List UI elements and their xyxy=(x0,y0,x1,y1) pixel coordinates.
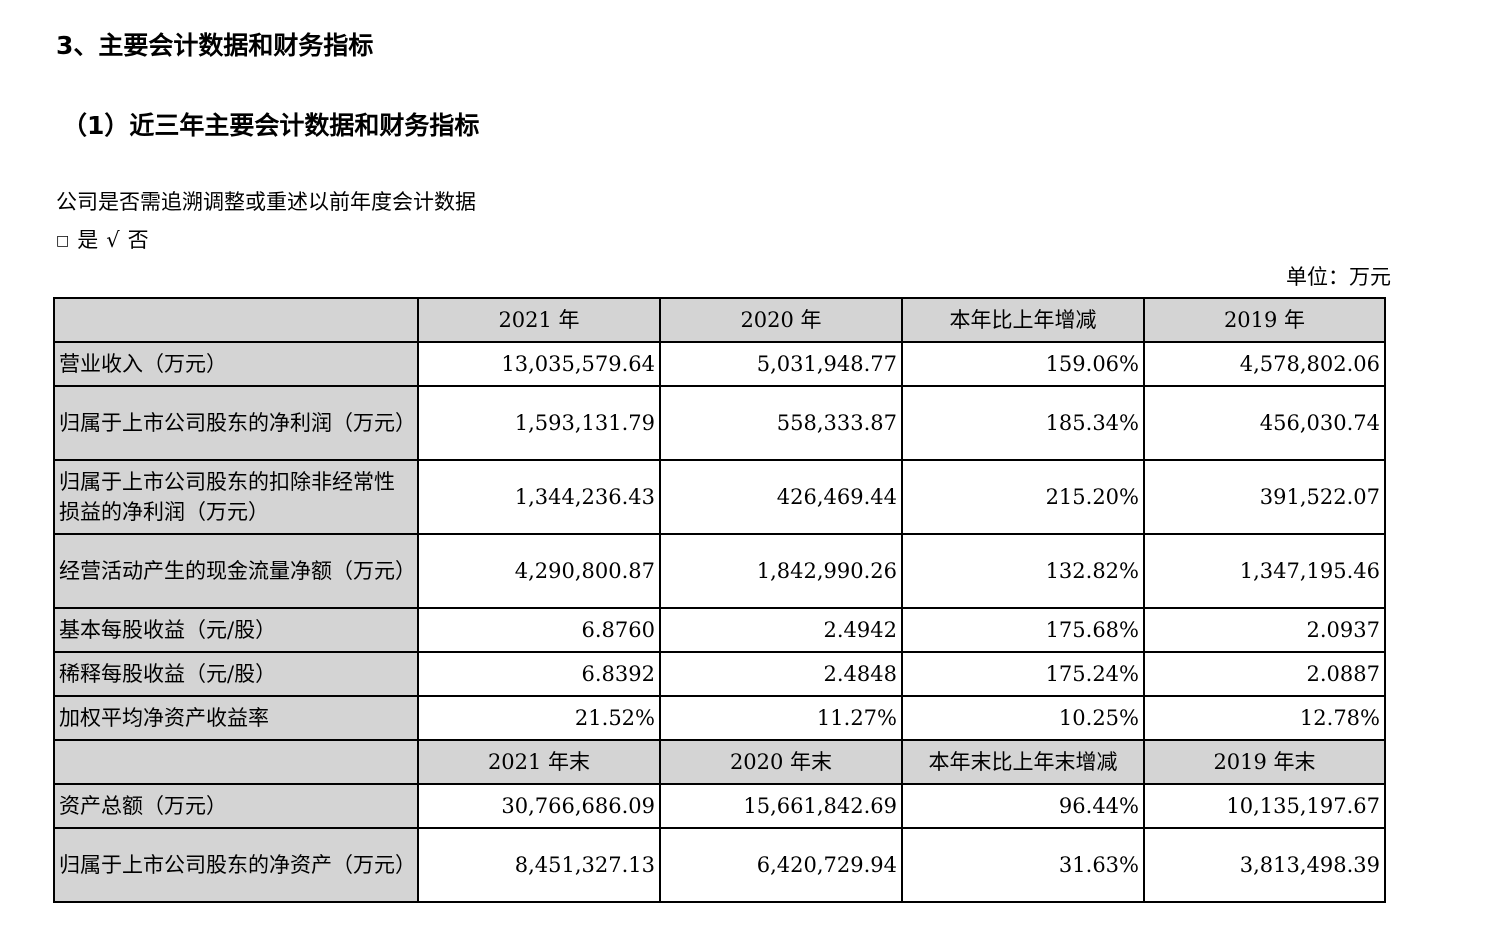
checkmark-icon: √ xyxy=(106,228,120,252)
value-cell: 175.68% xyxy=(901,607,1145,653)
option-yes-label: 是 xyxy=(77,228,99,252)
value-cell: 12.78% xyxy=(1143,695,1386,741)
restatement-question: 公司是否需追溯调整或重述以前年度会计数据 xyxy=(56,190,476,214)
header-cell: 本年比上年增减 xyxy=(901,297,1145,343)
financial-indicators-table: 2021 年 2020 年 本年比上年增减 2019 年 营业收入（万元） 13… xyxy=(53,297,1386,903)
table-row: 资产总额（万元） 30,766,686.09 15,661,842.69 96.… xyxy=(53,783,1386,829)
table-row: 营业收入（万元） 13,035,579.64 5,031,948.77 159.… xyxy=(53,341,1386,387)
row-label: 归属于上市公司股东的净利润（万元） xyxy=(53,385,419,461)
value-cell: 4,290,800.87 xyxy=(417,533,661,609)
value-cell: 6.8392 xyxy=(417,651,661,697)
value-cell: 175.24% xyxy=(901,651,1145,697)
row-label: 资产总额（万元） xyxy=(53,783,419,829)
table-row: 归属于上市公司股东的净利润（万元） 1,593,131.79 558,333.8… xyxy=(53,385,1386,461)
subsection-heading: （1）近三年主要会计数据和财务指标 xyxy=(62,111,480,140)
value-cell: 456,030.74 xyxy=(1143,385,1386,461)
value-cell: 2.0887 xyxy=(1143,651,1386,697)
table-row: 经营活动产生的现金流量净额（万元） 4,290,800.87 1,842,990… xyxy=(53,533,1386,609)
value-cell: 1,842,990.26 xyxy=(659,533,903,609)
header-cell: 2020 年 xyxy=(659,297,903,343)
unchecked-box-icon: □ xyxy=(56,233,70,249)
value-cell: 8,451,327.13 xyxy=(417,827,661,903)
value-cell: 426,469.44 xyxy=(659,459,903,535)
value-cell: 2.4942 xyxy=(659,607,903,653)
table-row: 归属于上市公司股东的净资产（万元） 8,451,327.13 6,420,729… xyxy=(53,827,1386,903)
value-cell: 10.25% xyxy=(901,695,1145,741)
row-label: 加权平均净资产收益率 xyxy=(53,695,419,741)
row-label: 基本每股收益（元/股） xyxy=(53,607,419,653)
value-cell: 6,420,729.94 xyxy=(659,827,903,903)
value-cell: 159.06% xyxy=(901,341,1145,387)
row-label: 归属于上市公司股东的扣除非经常性损益的净利润（万元） xyxy=(53,459,419,535)
value-cell: 3,813,498.39 xyxy=(1143,827,1386,903)
header-cell: 2019 年 xyxy=(1143,297,1386,343)
value-cell: 30,766,686.09 xyxy=(417,783,661,829)
value-cell: 6.8760 xyxy=(417,607,661,653)
value-cell: 1,347,195.46 xyxy=(1143,533,1386,609)
header-cell: 2019 年末 xyxy=(1143,739,1386,785)
header-cell: 2020 年末 xyxy=(659,739,903,785)
table-header-row: 2021 年 2020 年 本年比上年增减 2019 年 xyxy=(53,297,1386,343)
value-cell: 15,661,842.69 xyxy=(659,783,903,829)
value-cell: 2.4848 xyxy=(659,651,903,697)
value-cell: 558,333.87 xyxy=(659,385,903,461)
option-no-label: 否 xyxy=(127,228,149,252)
value-cell: 21.52% xyxy=(417,695,661,741)
row-label: 归属于上市公司股东的净资产（万元） xyxy=(53,827,419,903)
value-cell: 31.63% xyxy=(901,827,1145,903)
value-cell: 2.0937 xyxy=(1143,607,1386,653)
restatement-options: □ 是 √ 否 xyxy=(56,224,149,254)
table-row: 归属于上市公司股东的扣除非经常性损益的净利润（万元） 1,344,236.43 … xyxy=(53,459,1386,535)
value-cell: 10,135,197.67 xyxy=(1143,783,1386,829)
unit-label: 单位：万元 xyxy=(1286,265,1391,289)
value-cell: 1,593,131.79 xyxy=(417,385,661,461)
value-cell: 13,035,579.64 xyxy=(417,341,661,387)
header-cell: 本年末比上年末增减 xyxy=(901,739,1145,785)
section-heading: 3、主要会计数据和财务指标 xyxy=(56,31,374,60)
value-cell: 132.82% xyxy=(901,533,1145,609)
row-label: 经营活动产生的现金流量净额（万元） xyxy=(53,533,419,609)
value-cell: 391,522.07 xyxy=(1143,459,1386,535)
value-cell: 11.27% xyxy=(659,695,903,741)
value-cell: 185.34% xyxy=(901,385,1145,461)
row-label: 稀释每股收益（元/股） xyxy=(53,651,419,697)
value-cell: 5,031,948.77 xyxy=(659,341,903,387)
row-label: 营业收入（万元） xyxy=(53,341,419,387)
value-cell: 1,344,236.43 xyxy=(417,459,661,535)
value-cell: 215.20% xyxy=(901,459,1145,535)
table-row: 基本每股收益（元/股） 6.8760 2.4942 175.68% 2.0937 xyxy=(53,607,1386,653)
table-row: 加权平均净资产收益率 21.52% 11.27% 10.25% 12.78% xyxy=(53,695,1386,741)
table-row: 稀释每股收益（元/股） 6.8392 2.4848 175.24% 2.0887 xyxy=(53,651,1386,697)
header-cell: 2021 年 xyxy=(417,297,661,343)
header-cell xyxy=(53,297,419,343)
value-cell: 4,578,802.06 xyxy=(1143,341,1386,387)
value-cell: 96.44% xyxy=(901,783,1145,829)
header-cell: 2021 年末 xyxy=(417,739,661,785)
header-cell xyxy=(53,739,419,785)
table-header-row: 2021 年末 2020 年末 本年末比上年末增减 2019 年末 xyxy=(53,739,1386,785)
